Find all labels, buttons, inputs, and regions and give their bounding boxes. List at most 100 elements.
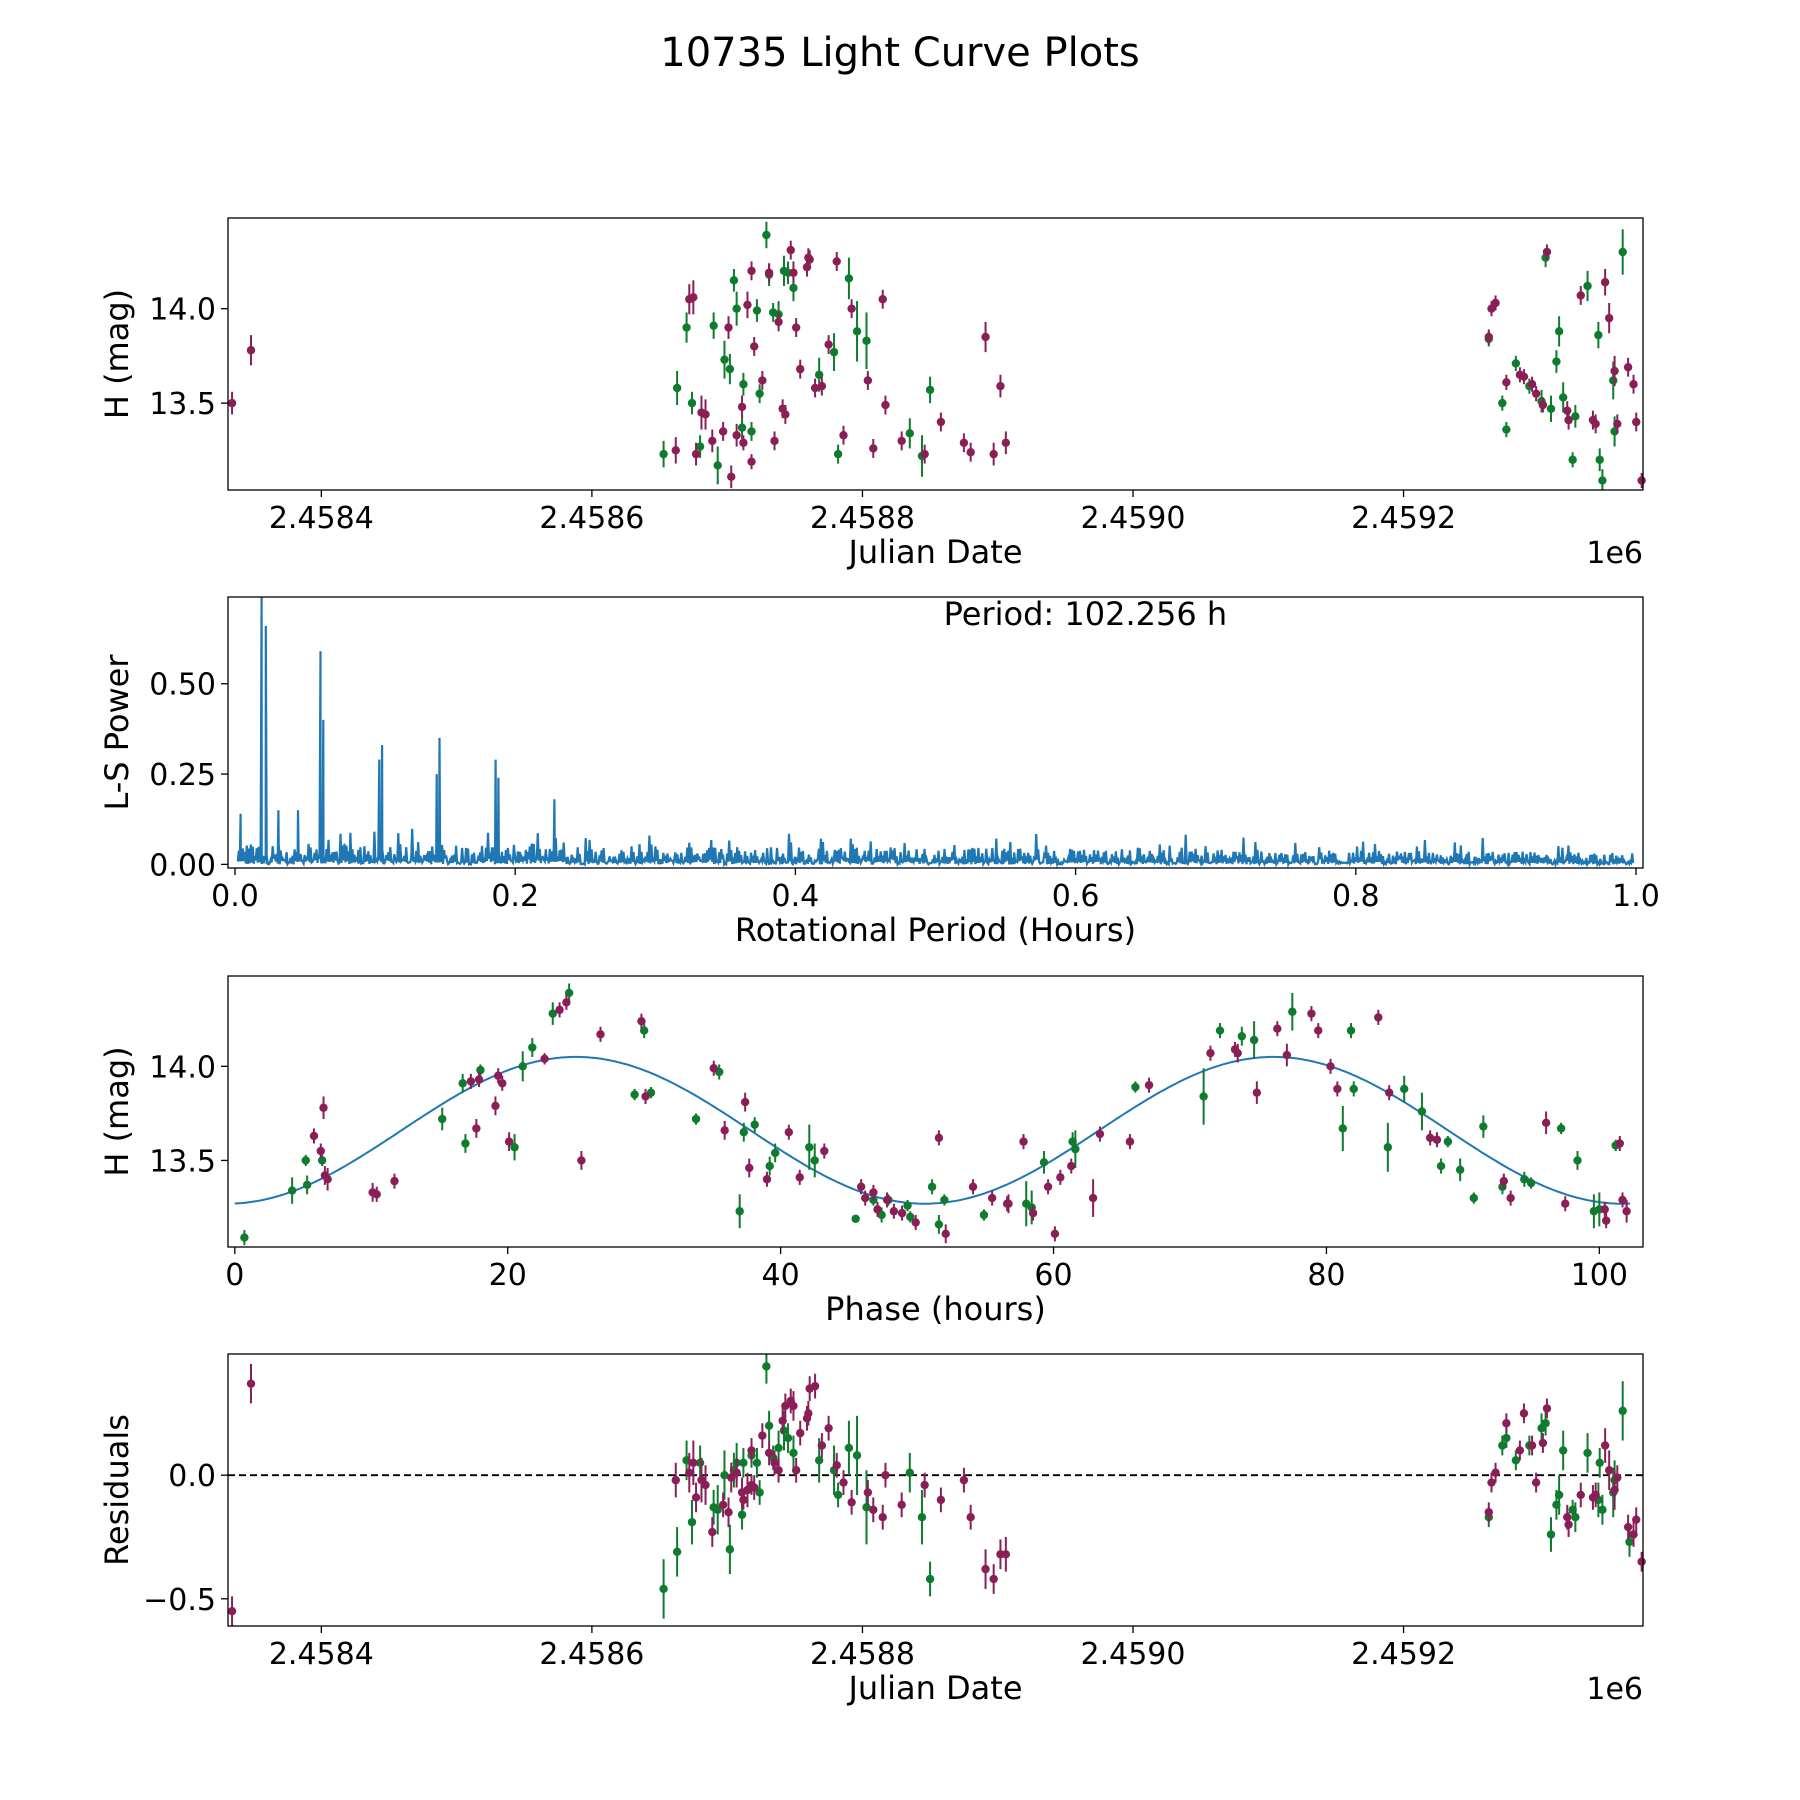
data-point <box>903 1201 912 1210</box>
data-point <box>1237 1032 1247 1041</box>
data-point <box>750 1483 759 1492</box>
data-point <box>989 449 998 459</box>
data-point <box>758 1431 767 1440</box>
data-point <box>725 364 735 374</box>
data-point <box>750 1120 759 1129</box>
data-point <box>438 1114 447 1124</box>
data-point <box>863 1488 873 1497</box>
data-point <box>1273 1024 1282 1033</box>
data-point <box>1615 1139 1625 1148</box>
data-point <box>458 1079 467 1088</box>
data-point <box>695 442 705 451</box>
data-point <box>920 1480 929 1490</box>
data-point <box>765 1161 774 1171</box>
data-point <box>832 1461 841 1470</box>
data-point <box>302 1180 312 1190</box>
data-point <box>1314 1026 1323 1035</box>
data-point <box>917 1513 927 1522</box>
x-tick-label: 2.4586 <box>539 1637 644 1672</box>
data-point <box>873 1205 882 1214</box>
data-point <box>1531 1478 1541 1487</box>
data-point <box>869 1505 878 1514</box>
data-point <box>727 472 736 481</box>
data-point <box>1563 406 1572 415</box>
residuals-panel: Residuals Julian Date 1e6 2.4584 2.4586 2.… <box>98 1353 1646 1707</box>
data-point <box>287 1186 297 1195</box>
x-tick-label: 0.2 <box>491 879 539 914</box>
data-point <box>764 1421 774 1430</box>
data-point <box>725 1545 735 1554</box>
data-point <box>774 1466 783 1475</box>
data-point <box>920 449 929 459</box>
x-tick-label: 2.4592 <box>1351 501 1456 536</box>
data-point <box>518 1062 527 1071</box>
data-point <box>641 1092 650 1101</box>
data-point <box>1233 1048 1242 1058</box>
data-point <box>906 1212 915 1222</box>
data-point <box>1039 1158 1049 1167</box>
periodogram-panel: L-S Power Rotational Period (Hours) Peri… <box>98 595 1660 949</box>
data-point <box>762 1175 772 1184</box>
data-point <box>739 380 748 389</box>
data-point <box>1511 1456 1521 1465</box>
data-point <box>659 449 668 459</box>
data-point <box>805 255 814 264</box>
data-point <box>720 1470 729 1480</box>
data-point <box>729 276 739 285</box>
data-point <box>852 327 862 336</box>
data-point <box>713 461 722 470</box>
data-point <box>659 1584 668 1594</box>
data-point <box>1001 438 1011 447</box>
data-point <box>540 1054 549 1064</box>
data-point <box>784 1128 794 1137</box>
data-point <box>1095 1129 1105 1139</box>
x-tick-label: 0.8 <box>1332 879 1380 914</box>
data-point <box>472 1124 481 1133</box>
data-point <box>1346 1026 1356 1035</box>
x-tick-label: 100 <box>1571 1258 1628 1293</box>
data-point <box>691 449 701 459</box>
data-point <box>240 1233 249 1242</box>
data-point <box>1542 1404 1552 1413</box>
residual-series-g <box>659 1354 1634 1619</box>
data-point <box>762 230 771 240</box>
data-point <box>1552 357 1561 366</box>
data-point <box>774 317 783 327</box>
data-point <box>1417 1107 1427 1116</box>
data-point <box>246 1379 256 1388</box>
data-point <box>1629 380 1638 389</box>
data-point <box>740 1097 750 1107</box>
data-point <box>881 1470 890 1480</box>
data-point <box>510 1143 519 1152</box>
raw-series-g <box>659 221 1627 490</box>
data-point <box>1249 1035 1259 1045</box>
data-point <box>1613 1473 1622 1482</box>
data-point <box>301 1156 310 1165</box>
data-point <box>882 1195 892 1205</box>
data-point <box>691 1114 701 1124</box>
data-point <box>1538 1438 1548 1448</box>
data-point <box>1028 1208 1038 1218</box>
data-point <box>737 402 747 412</box>
x-tick-label: 0.0 <box>211 879 259 914</box>
data-point <box>863 376 873 385</box>
data-point <box>1333 1084 1342 1094</box>
x-tick-label: 2.4590 <box>1081 1637 1186 1672</box>
data-point <box>839 1478 848 1487</box>
data-point <box>718 427 728 436</box>
y-tick-label: 13.5 <box>149 1144 216 1179</box>
data-point <box>1564 1520 1573 1529</box>
data-point <box>1571 1513 1580 1522</box>
power-spectrum-line <box>236 596 1635 869</box>
data-point <box>1601 1216 1611 1225</box>
data-point <box>739 1458 748 1468</box>
data-point <box>810 1381 820 1391</box>
data-point <box>1288 1007 1297 1016</box>
data-point <box>720 1126 729 1135</box>
data-point <box>1600 1205 1609 1214</box>
data-point <box>889 1207 899 1216</box>
data-point <box>839 431 848 440</box>
data-point <box>810 1156 819 1165</box>
data-point <box>687 398 697 408</box>
